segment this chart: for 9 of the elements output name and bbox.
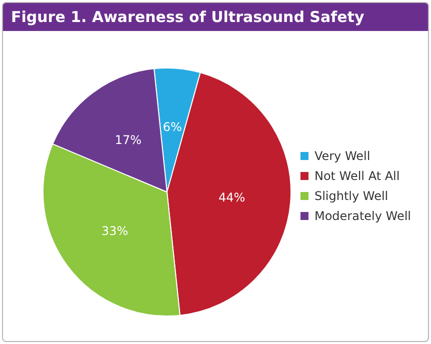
data-label: 6% xyxy=(162,120,182,134)
legend-label: Very Well xyxy=(314,149,370,163)
data-label: 17% xyxy=(114,132,142,147)
data-label: 33% xyxy=(101,224,128,238)
legend-label: Slightly Well xyxy=(314,189,388,203)
legend-label: Not Well At All xyxy=(314,169,400,183)
legend-label: Moderately Well xyxy=(314,209,412,223)
chart-title: Figure 1. Awareness of Ultrasound Safety xyxy=(3,3,428,31)
data-label: 44% xyxy=(218,190,246,204)
